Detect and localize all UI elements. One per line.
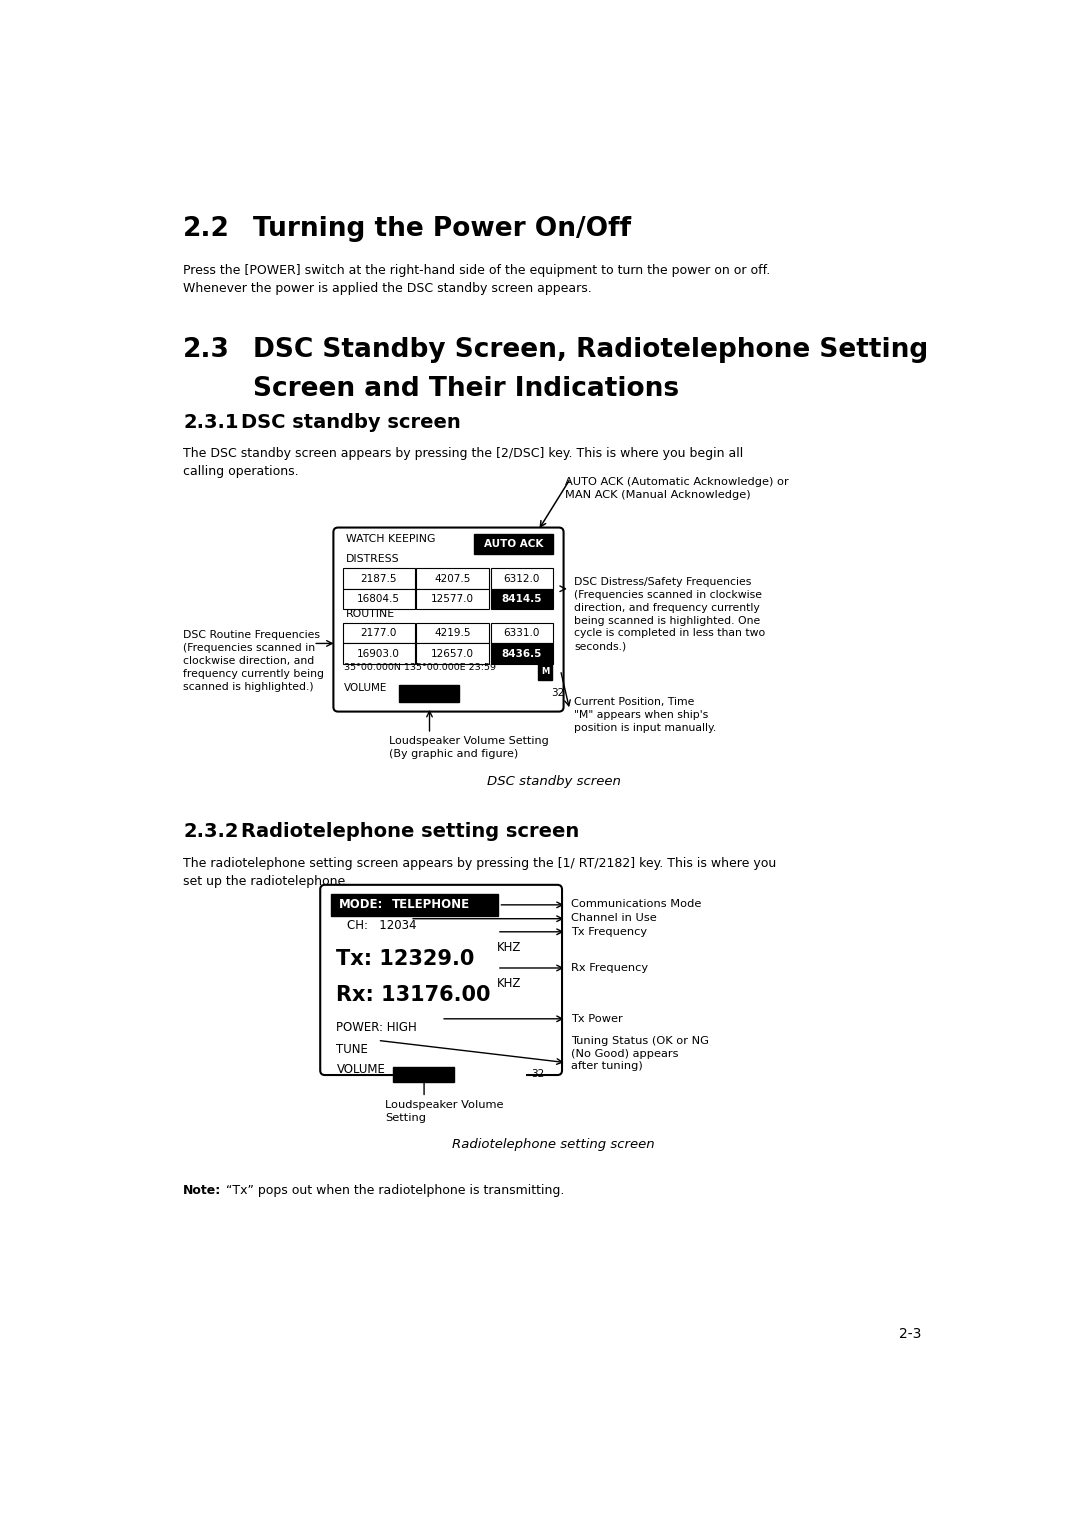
Text: DISTRESS: DISTRESS bbox=[346, 555, 400, 564]
Text: Channel in Use: Channel in Use bbox=[571, 912, 657, 923]
Text: Tx: 12329.0: Tx: 12329.0 bbox=[337, 949, 475, 969]
Text: 4219.5: 4219.5 bbox=[434, 628, 471, 639]
Bar bbox=[490, 623, 553, 643]
Text: TUNE: TUNE bbox=[337, 1042, 368, 1056]
Text: Note:: Note: bbox=[183, 1184, 221, 1198]
Text: 4207.5: 4207.5 bbox=[434, 573, 471, 584]
Text: ROUTINE: ROUTINE bbox=[346, 610, 395, 619]
Text: TELEPHONE: TELEPHONE bbox=[392, 898, 470, 911]
Bar bbox=[490, 588, 553, 610]
Text: CH:   12034: CH: 12034 bbox=[347, 920, 416, 932]
Text: VOLUME: VOLUME bbox=[337, 1063, 386, 1076]
Text: 8414.5: 8414.5 bbox=[501, 594, 542, 604]
Text: 6331.0: 6331.0 bbox=[503, 628, 540, 639]
Text: 35°00.000N 135°00.000E 23:59: 35°00.000N 135°00.000E 23:59 bbox=[345, 663, 496, 672]
Text: Screen and Their Indications: Screen and Their Indications bbox=[253, 376, 679, 402]
Text: The DSC standby screen appears by pressing the [2/DSC] key. This is where you be: The DSC standby screen appears by pressi… bbox=[183, 448, 743, 478]
Text: 32: 32 bbox=[551, 689, 565, 698]
Bar bbox=[416, 643, 489, 663]
Text: WATCH KEEPING: WATCH KEEPING bbox=[346, 533, 435, 544]
Bar bbox=[342, 588, 415, 610]
Text: Radiotelephone setting screen: Radiotelephone setting screen bbox=[241, 822, 580, 842]
Text: POWER: HIGH: POWER: HIGH bbox=[337, 1021, 417, 1034]
Text: 2177.0: 2177.0 bbox=[361, 628, 397, 639]
Text: Press the [POWER] switch at the right-hand side of the equipment to turn the pow: Press the [POWER] switch at the right-ha… bbox=[183, 264, 770, 295]
Text: 2-3: 2-3 bbox=[900, 1326, 921, 1340]
FancyBboxPatch shape bbox=[321, 885, 562, 1076]
Text: 16804.5: 16804.5 bbox=[357, 594, 401, 604]
Text: MODE:: MODE: bbox=[339, 898, 383, 911]
Bar bbox=[393, 1067, 454, 1082]
Bar bbox=[474, 535, 553, 555]
Text: 32: 32 bbox=[531, 1070, 544, 1079]
Bar bbox=[399, 686, 542, 701]
Bar bbox=[342, 568, 415, 588]
Text: Rx Frequency: Rx Frequency bbox=[571, 963, 648, 973]
Text: KHZ: KHZ bbox=[497, 941, 522, 953]
FancyBboxPatch shape bbox=[334, 527, 564, 712]
Text: Communications Mode: Communications Mode bbox=[571, 898, 702, 909]
Text: The radiotelephone setting screen appears by pressing the [1/ RT/2182] key. This: The radiotelephone setting screen appear… bbox=[183, 857, 777, 888]
Bar bbox=[538, 663, 552, 680]
Text: 2.3.2: 2.3.2 bbox=[183, 822, 239, 842]
Text: DSC Distress/Safety Frequencies
(Frequencies scanned in clockwise
direction, and: DSC Distress/Safety Frequencies (Frequen… bbox=[575, 578, 766, 651]
Text: 2.3: 2.3 bbox=[183, 338, 230, 364]
Bar bbox=[416, 568, 489, 588]
Text: Radiotelephone setting screen: Radiotelephone setting screen bbox=[453, 1138, 654, 1151]
Text: 2187.5: 2187.5 bbox=[361, 573, 397, 584]
Text: DSC standby screen: DSC standby screen bbox=[241, 413, 461, 432]
Text: Turning the Power On/Off: Turning the Power On/Off bbox=[253, 217, 631, 243]
Text: VOLUME: VOLUME bbox=[345, 683, 388, 694]
Text: 12577.0: 12577.0 bbox=[431, 594, 474, 604]
Bar bbox=[416, 588, 489, 610]
Text: DSC Standby Screen, Radiotelephone Setting: DSC Standby Screen, Radiotelephone Setti… bbox=[253, 338, 928, 364]
Text: AUTO ACK: AUTO ACK bbox=[484, 539, 543, 550]
Bar bbox=[490, 643, 553, 663]
Text: 16903.0: 16903.0 bbox=[357, 649, 401, 659]
Text: 2.2: 2.2 bbox=[183, 217, 230, 243]
Text: 6312.0: 6312.0 bbox=[503, 573, 540, 584]
Text: Tx Frequency: Tx Frequency bbox=[571, 927, 647, 937]
Bar bbox=[393, 1067, 525, 1082]
Text: Loudspeaker Volume Setting
(By graphic and figure): Loudspeaker Volume Setting (By graphic a… bbox=[389, 736, 549, 759]
Text: Loudspeaker Volume
Setting: Loudspeaker Volume Setting bbox=[386, 1100, 504, 1123]
Text: 2.3.1: 2.3.1 bbox=[183, 413, 239, 432]
Bar bbox=[490, 568, 553, 588]
Text: 8436.5: 8436.5 bbox=[501, 649, 542, 659]
Text: AUTO ACK (Automatic Acknowledge) or
MAN ACK (Manual Acknowledge): AUTO ACK (Automatic Acknowledge) or MAN … bbox=[565, 477, 788, 500]
Bar bbox=[342, 623, 415, 643]
Text: Rx: 13176.00: Rx: 13176.00 bbox=[337, 986, 491, 1005]
Bar bbox=[342, 643, 415, 663]
Text: “Tx” pops out when the radiotelphone is transmitting.: “Tx” pops out when the radiotelphone is … bbox=[227, 1184, 565, 1198]
Text: Tx Power: Tx Power bbox=[571, 1015, 623, 1024]
Bar bbox=[332, 894, 499, 915]
Bar bbox=[399, 686, 459, 701]
Text: M: M bbox=[541, 668, 549, 675]
Text: 12657.0: 12657.0 bbox=[431, 649, 474, 659]
Text: Tuning Status (OK or NG
(No Good) appears
after tuning): Tuning Status (OK or NG (No Good) appear… bbox=[571, 1036, 710, 1071]
Text: Current Position, Time
"M" appears when ship's
position is input manually.: Current Position, Time "M" appears when … bbox=[575, 697, 717, 732]
Text: DSC Routine Frequencies
(Frequencies scanned in
clockwise direction, and
frequen: DSC Routine Frequencies (Frequencies sca… bbox=[183, 630, 324, 692]
Bar bbox=[416, 623, 489, 643]
Text: DSC standby screen: DSC standby screen bbox=[487, 775, 620, 788]
Text: KHZ: KHZ bbox=[497, 978, 522, 990]
